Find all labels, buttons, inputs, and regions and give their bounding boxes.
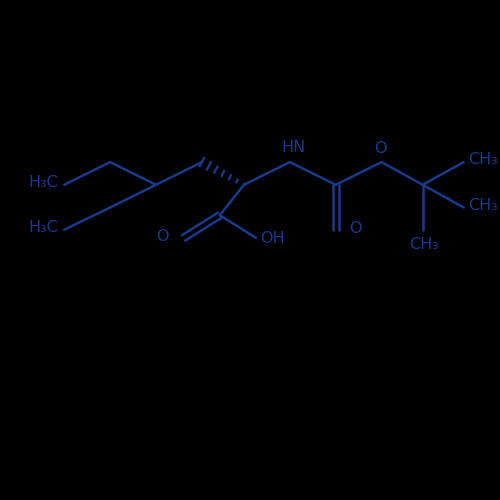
Text: OH: OH [260,232,284,246]
Text: O: O [349,221,362,236]
Text: O: O [374,141,387,156]
Text: CH₃: CH₃ [468,198,498,212]
Text: H₃C: H₃C [28,220,58,235]
Text: CH₃: CH₃ [409,236,438,252]
Text: CH₃: CH₃ [468,152,498,167]
Text: HN: HN [281,140,305,155]
Text: H₃C: H₃C [28,175,58,190]
Text: O: O [156,230,169,244]
